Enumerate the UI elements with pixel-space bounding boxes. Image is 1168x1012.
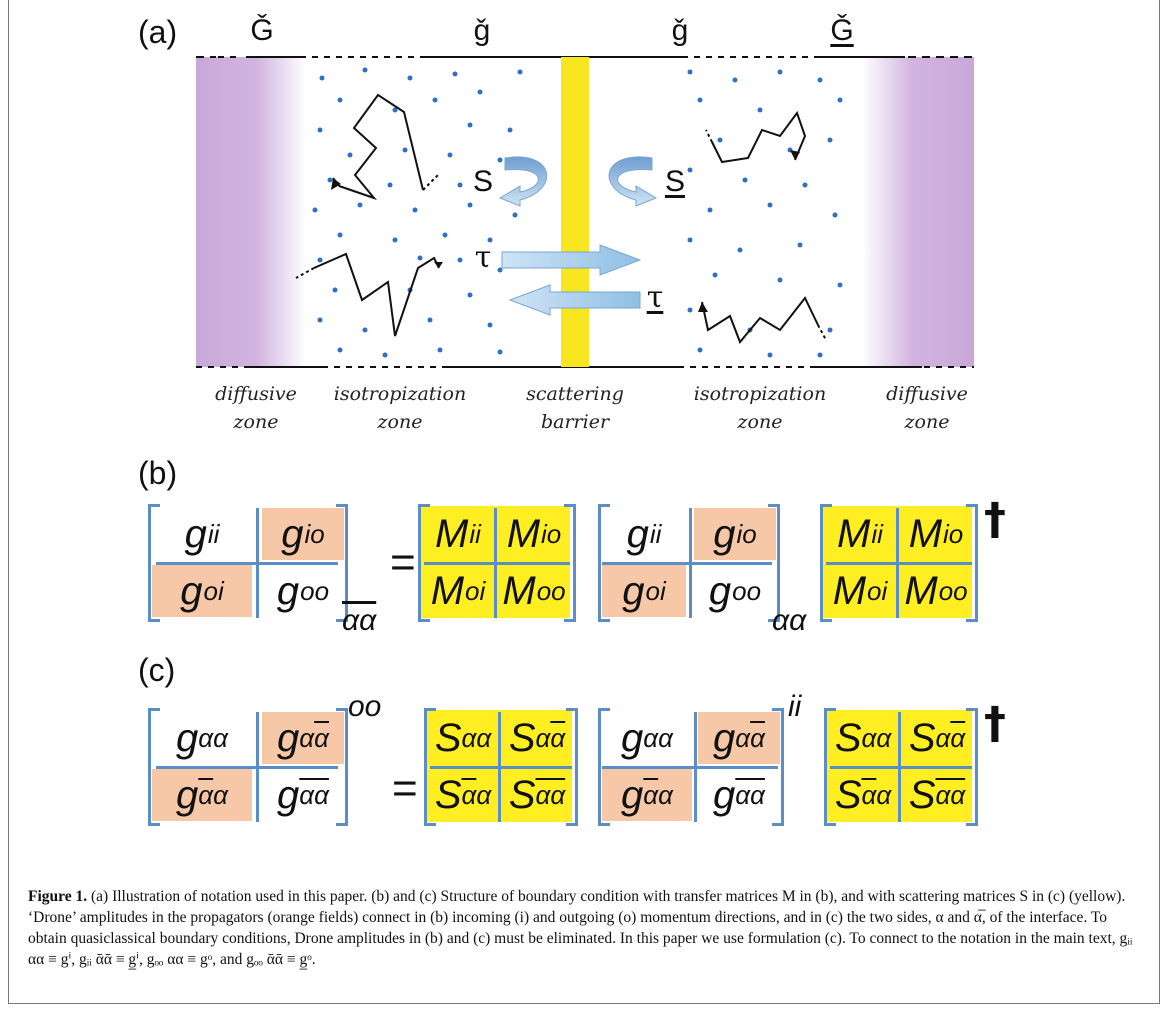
reflection-arrow-right <box>608 156 658 207</box>
transmission-arrow-top <box>501 244 642 276</box>
label-S-left: S <box>472 165 493 198</box>
superscript-ii: ii <box>788 690 802 723</box>
zone-label-isotropization-right: isotropization zone <box>693 383 827 433</box>
diffusive-zone-right <box>862 57 974 367</box>
panel-b-label: (b) <box>138 455 178 491</box>
zone-label-diffusive-left: diffusive zone <box>215 383 297 433</box>
impurity-dots-right <box>687 69 843 358</box>
label-tau-top: τ <box>474 240 492 275</box>
superscript-oo: oo <box>348 690 382 723</box>
label-S-right: S <box>664 165 685 198</box>
panel-a-illustration <box>196 56 974 368</box>
panel-a-label: (a) <box>138 14 178 50</box>
figure-caption: Figure 1. (a) Illustration of notation u… <box>28 886 1138 970</box>
random-walk-paths <box>295 93 827 344</box>
cell-g-oi: g oi <box>152 565 252 617</box>
subscript-alpha: αα <box>772 604 807 637</box>
impurity-dots-left <box>312 67 523 358</box>
zone-label-scattering-barrier: scattering barrier <box>526 383 624 433</box>
diffusive-zone-left <box>196 57 306 367</box>
caption-label: Figure 1. <box>28 888 88 905</box>
caption-text: (a) Illustration of notation used in thi… <box>28 888 1133 968</box>
label-G-check-right: Ǧ <box>830 14 854 47</box>
zone-label-isotropization-left: isotropization zone <box>333 383 467 433</box>
equals-sign-b: = <box>390 538 416 587</box>
cell-g-oo: g oo <box>276 568 330 613</box>
divider-h <box>156 562 338 565</box>
transmission-arrow-bottom <box>508 284 641 316</box>
label-tau-bottom: τ <box>646 280 664 315</box>
bracket-right <box>336 504 348 622</box>
bracket-left <box>148 504 160 622</box>
reflection-arrow-left <box>498 156 548 207</box>
subscript-alpha-bar: αα <box>342 604 377 637</box>
zone-label-diffusive-right: diffusive zone <box>886 383 968 433</box>
label-g-check-left: ǧ <box>473 14 491 47</box>
label-G-check-left: Ǧ <box>250 14 274 47</box>
cell-g-io: g io <box>262 508 344 560</box>
equals-sign-c: = <box>392 764 418 813</box>
label-g-check-right: ǧ <box>671 14 689 47</box>
cell-g-ii: g ii <box>184 511 220 556</box>
dagger-b: † <box>984 494 1006 545</box>
figure-frame <box>8 0 1160 1004</box>
dagger-c: † <box>984 698 1006 749</box>
walk-arrowheads <box>331 150 800 312</box>
panel-c-label: (c) <box>138 652 176 688</box>
scattering-barrier <box>561 57 589 367</box>
